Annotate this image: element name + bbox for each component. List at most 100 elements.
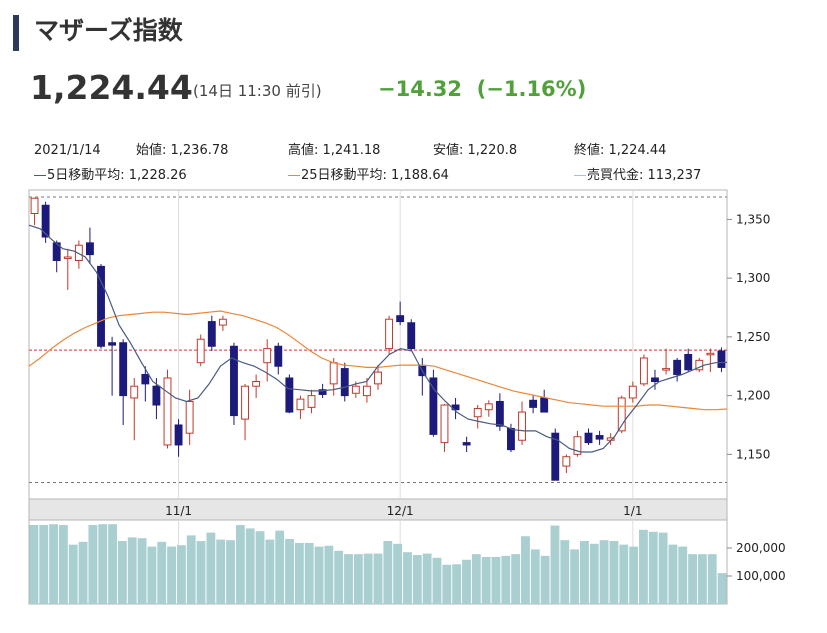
candle-body [706,352,715,356]
volume-swatch [574,175,586,176]
ma25-swatch [288,175,300,176]
volume-bar [88,525,98,604]
volume-bar [609,541,619,604]
volume-bar [629,546,639,604]
candle-body [141,373,150,385]
candle-body [429,377,438,435]
candle-body [573,436,582,455]
candle-body [152,385,161,406]
volume-bar [599,540,609,604]
legend-ma25-label: 25日移動平均: 1,188.64 [301,168,449,183]
x-tick-label: 11/1 [165,504,192,518]
candle-body [263,348,272,364]
candle-body [484,403,493,411]
volume-bar [334,550,344,604]
volume-bar [432,557,442,604]
volume-bar [530,549,540,604]
volume-bar [68,544,78,604]
volume-bar [373,553,383,604]
volume-bar [108,524,117,604]
legend-ma5-label: 5日移動平均: 1,228.26 [47,168,187,183]
volume-bar [491,556,501,604]
candle-body [662,368,670,371]
candle-body [296,398,305,411]
price-tick-label: 1,200 [736,389,770,403]
volume-bar [127,537,137,604]
candle-body [41,204,50,238]
info-close: 終値: 1,224.44 [574,143,667,158]
x-tick-label: 1/1 [623,504,642,518]
volume-bar [78,541,88,604]
candle-body [274,345,283,367]
volume-bar [442,564,452,604]
volume-bar [255,531,265,604]
volume-bar [235,525,245,604]
candle-body [374,371,382,385]
candle-body [362,385,371,397]
volume-bar [678,546,688,604]
legend-volume: 売買代金: 113,237 [574,168,701,184]
candle-body [695,359,704,371]
volume-bar [353,554,363,604]
volume-bar [314,546,324,604]
candle-body [717,350,726,368]
candle-body [30,197,39,214]
candle-body [318,389,327,395]
candle-body [163,377,172,446]
candle-body [562,456,571,467]
volume-bar [668,544,678,604]
candle-body [595,435,604,440]
candle-body [473,408,482,418]
volume-bar [521,536,530,604]
volume-bar [344,554,353,604]
volume-bar [58,525,68,604]
candle-body [86,242,94,256]
price-timestamp: (14日 11:30 前引) [193,82,322,100]
info-low: 安値: 1,220.8 [433,143,518,158]
candle-body [130,385,139,399]
volume-bar [403,552,412,604]
volume-bar [167,546,176,604]
candle-body [230,345,238,417]
volume-bar [147,546,157,604]
volume-bar [117,541,127,604]
price-tick-label: 1,250 [736,330,770,344]
candle-body [639,357,648,385]
volume-bar [717,573,727,604]
candle-body [285,377,294,413]
volume-bar [462,559,471,604]
price-tick-label: 1,350 [736,212,770,226]
legend-ma25: 25日移動平均: 1,188.64 [288,168,449,184]
candle-body [74,244,83,261]
candle-body [396,315,405,323]
volume-bar [570,549,580,604]
candle-body [462,442,471,446]
volume-bar [186,535,196,604]
volume-bar [226,540,235,604]
volume-bar [137,538,147,604]
volume-bar [285,539,294,604]
volume-bar [471,554,481,604]
legend-volume-label: 売買代金: 113,237 [587,168,702,183]
candle-body [495,400,504,427]
info-high: 高値: 1,241.18 [288,143,381,158]
candle-body [551,432,560,481]
candle-body [108,342,117,346]
candle-body [174,424,183,446]
candle-body [518,411,526,441]
candle-body [407,322,416,350]
candle-body [185,400,194,434]
volume-bar [639,529,648,604]
candle-body [617,397,626,432]
candle-body [307,395,316,408]
price-tick-label: 1,150 [736,447,770,461]
candle-body [684,353,693,371]
volume-bar [176,545,186,604]
candle-body [340,368,349,397]
page-title: マザーズ指数 [34,16,183,45]
current-price: 1,224.44 [30,68,193,107]
volume-bar [294,542,304,604]
info-open: 始値: 1,236.78 [136,143,229,158]
candle-body [218,318,227,326]
candle-body [673,359,682,375]
